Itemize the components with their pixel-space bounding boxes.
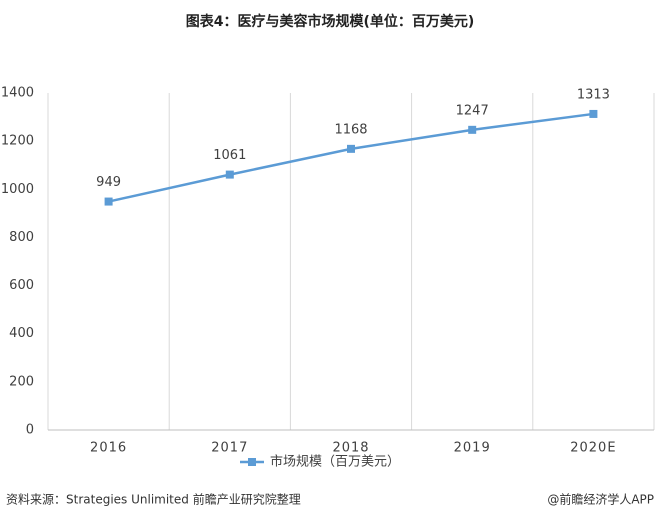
x-tick-label: 2018 [332, 441, 369, 456]
legend-label: 市场规模（百万美元） [270, 454, 400, 470]
point-marker [589, 109, 598, 118]
legend-marker [248, 458, 256, 466]
data-label: 1061 [213, 148, 246, 163]
point-marker [225, 170, 234, 179]
y-tick-label: 1400 [1, 86, 34, 101]
y-tick-label: 600 [9, 278, 34, 293]
credit-note: @前瞻经济学人APP [547, 492, 654, 507]
data-label: 1313 [577, 87, 610, 102]
point-marker [104, 197, 113, 206]
y-tick-label: 0 [26, 423, 34, 438]
chart-title: 图表4：医疗与美容市场规模(单位：百万美元) [186, 13, 475, 30]
data-label: 949 [96, 175, 121, 190]
point-marker [468, 125, 477, 134]
y-tick-label: 800 [9, 230, 34, 245]
y-tick-label: 200 [9, 374, 34, 389]
data-label: 1168 [334, 122, 367, 137]
x-tick-label: 2020E [570, 441, 616, 456]
data-label: 1247 [456, 103, 489, 118]
x-tick-label: 2016 [90, 441, 127, 456]
x-tick-label: 2017 [211, 441, 248, 456]
source-note: 资料来源：Strategies Unlimited 前瞻产业研究院整理 [6, 492, 301, 507]
point-marker [347, 144, 355, 153]
x-tick-label: 2019 [454, 441, 491, 456]
y-tick-label: 400 [9, 326, 34, 341]
y-tick-label: 1000 [1, 182, 34, 197]
y-tick-label: 1200 [1, 134, 34, 149]
